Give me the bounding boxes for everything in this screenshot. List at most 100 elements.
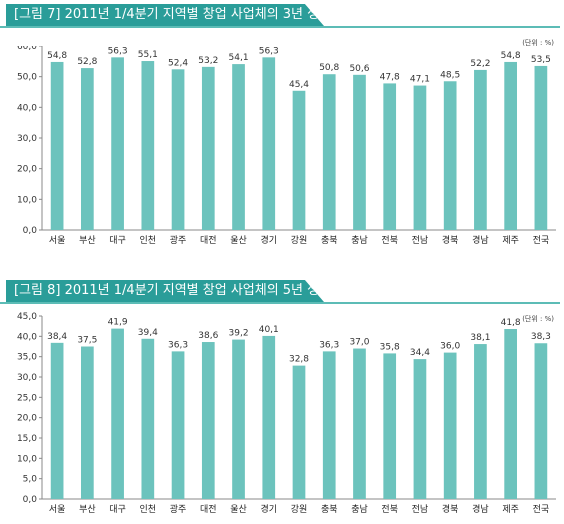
bar	[353, 74, 366, 231]
data-label: 47,1	[410, 75, 430, 85]
data-label: 52,4	[168, 58, 188, 68]
data-label: 47,8	[380, 72, 400, 82]
chart-title: [그림 7] 2011년 1/4분기 지역별 창업 사업체의 3년 생존율	[6, 4, 324, 26]
chart-title-bar: [그림 7] 2011년 1/4분기 지역별 창업 사업체의 3년 생존율	[0, 4, 560, 34]
y-tick-label: 30,0	[17, 373, 37, 383]
x-tick-label: 전남	[412, 504, 429, 515]
data-label: 55,1	[138, 50, 158, 60]
bar	[443, 81, 457, 230]
x-tick-label: 전국	[533, 235, 550, 246]
data-label: 41,9	[108, 318, 128, 328]
bar-chart-5yr: 0,0 5,0 10,0 15,0 20,0 25,0 30,0 35,0 40,0 45,0 38…	[17, 312, 556, 515]
data-label: 34,4	[410, 348, 430, 358]
data-label: 54,8	[501, 51, 521, 61]
data-label: 56,3	[259, 46, 279, 56]
data-label: 38,6	[198, 331, 218, 341]
y-tick-label: 50,0	[17, 73, 37, 83]
x-tick-label: 대전	[200, 504, 217, 515]
chart-panel-3yr: [그림 7] 2011년 1/4분기 지역별 창업 사업체의 3년 생존율 (단…	[0, 4, 560, 246]
data-label: 41,8	[501, 318, 521, 328]
bar	[322, 351, 336, 499]
bar	[171, 69, 185, 230]
y-tick-label: 10,0	[17, 454, 37, 464]
y-tick-label: 60,0	[17, 46, 37, 52]
data-label: 35,8	[380, 342, 400, 352]
y-tick-label: 40,0	[17, 103, 37, 113]
x-tick-label: 부산	[79, 235, 96, 246]
data-label: 37,5	[77, 336, 97, 346]
data-label: 52,8	[77, 57, 97, 67]
data-label: 32,8	[289, 355, 309, 365]
bar	[474, 69, 487, 230]
bar	[322, 74, 336, 230]
bar	[141, 61, 155, 230]
x-tick-label: 충남	[351, 235, 368, 246]
data-label: 54,8	[47, 51, 67, 61]
data-label: 50,8	[319, 63, 339, 73]
x-tick-label: 광주	[170, 503, 187, 515]
x-tick-label: 대구	[109, 504, 126, 515]
data-label: 50,6	[349, 64, 369, 74]
y-tick-label: 25,0	[17, 393, 37, 403]
data-label: 45,4	[289, 80, 309, 90]
data-label: 38,3	[531, 332, 551, 342]
data-label: 39,2	[229, 329, 249, 339]
bar	[383, 353, 397, 499]
bar	[413, 85, 427, 230]
x-tick-label: 경기	[260, 503, 277, 515]
data-label: 54,1	[229, 53, 249, 63]
bar	[171, 351, 185, 499]
x-tick-label: 제주	[502, 504, 519, 515]
x-tick-label: 경남	[472, 234, 489, 246]
bar	[111, 57, 124, 230]
x-tick-label: 부산	[79, 504, 96, 515]
x-tick-label: 울산	[230, 504, 247, 515]
bar	[474, 344, 487, 499]
x-tick-label: 서울	[49, 235, 66, 246]
x-tick-label: 충북	[321, 504, 338, 515]
bar	[232, 64, 245, 230]
data-label: 56,3	[108, 46, 128, 56]
y-tick-label: 0,0	[23, 495, 38, 505]
bar	[443, 352, 457, 499]
x-tick-label: 충북	[321, 235, 338, 246]
x-tick-label: 강원	[291, 504, 308, 515]
bar	[292, 90, 306, 230]
x-tick-label: 울산	[230, 235, 247, 246]
data-label: 36,3	[168, 340, 188, 350]
x-tick-label: 제주	[502, 235, 519, 246]
data-label: 53,2	[198, 56, 218, 66]
y-tick-label: 20,0	[17, 414, 37, 424]
bar	[50, 342, 64, 499]
data-label: 36,0	[440, 342, 460, 352]
x-tick-label: 충남	[351, 504, 368, 515]
bar	[262, 335, 276, 499]
bar	[141, 338, 155, 499]
data-label: 40,1	[259, 325, 279, 335]
data-label: 48,5	[440, 70, 460, 80]
x-tick-label: 인천	[140, 504, 157, 515]
y-tick-label: 20,0	[17, 165, 37, 175]
chart-panel-5yr: [그림 8] 2011년 1/4분기 지역별 창업 사업체의 5년 생존율 (단…	[0, 276, 564, 524]
bar	[201, 66, 215, 230]
bar	[201, 342, 215, 499]
bar	[50, 61, 64, 230]
y-tick-label: 30,0	[17, 134, 37, 144]
bar	[232, 339, 245, 499]
x-tick-label: 서울	[49, 504, 66, 515]
bar-chart-3yr: 0,0 10,0 20,0 30,0 40,0 50,0 60,0 54,8 서울 52,8 부산 5…	[17, 46, 556, 246]
y-tick-label: 40,0	[17, 332, 37, 342]
x-tick-label: 경남	[472, 503, 489, 515]
y-tick-label: 5,0	[23, 475, 38, 485]
data-label: 37,0	[349, 338, 369, 348]
y-tick-label: 15,0	[17, 434, 37, 444]
x-tick-label: 강원	[291, 235, 308, 246]
unit-label: (단위 : %)	[522, 39, 554, 47]
bar	[353, 348, 366, 499]
y-tick-label: 35,0	[17, 353, 37, 363]
data-label: 52,2	[470, 59, 490, 69]
data-label: 53,5	[531, 55, 551, 65]
title-rule	[0, 26, 560, 28]
x-tick-label: 전북	[381, 504, 398, 515]
